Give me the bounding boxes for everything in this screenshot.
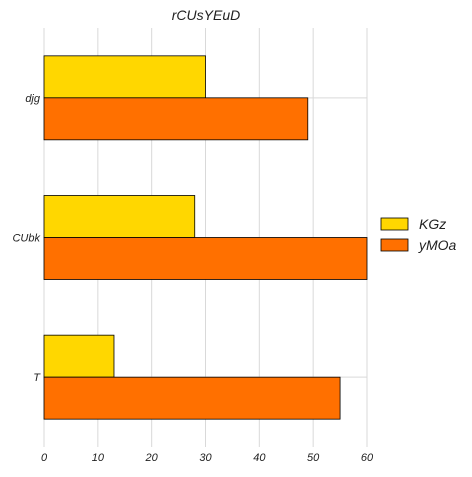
legend-label: yMOa bbox=[418, 237, 457, 253]
x-tick-label: 40 bbox=[253, 452, 266, 464]
x-tick-label: 30 bbox=[199, 452, 212, 464]
x-tick-label: 60 bbox=[361, 452, 374, 464]
bars bbox=[43, 55, 368, 420]
bar bbox=[43, 237, 368, 280]
x-tick-label: 0 bbox=[41, 452, 48, 464]
y-tick-label: CUbk bbox=[12, 233, 40, 245]
y-tick-label: T bbox=[33, 372, 41, 384]
y-tick-label: djg bbox=[25, 93, 41, 105]
bar bbox=[43, 334, 115, 378]
bar bbox=[43, 376, 341, 420]
legend-label: KGz bbox=[419, 216, 446, 232]
chart-title: rCUsYEuD bbox=[172, 7, 240, 23]
bar bbox=[43, 97, 309, 141]
legend-swatch bbox=[380, 217, 409, 231]
bar bbox=[43, 55, 206, 99]
x-tick-label: 20 bbox=[145, 452, 159, 464]
bar bbox=[43, 195, 196, 238]
y-tick-labels: djg CUbk T bbox=[12, 93, 41, 384]
legend: KGz yMOa bbox=[380, 216, 457, 253]
legend-swatch bbox=[380, 238, 409, 252]
x-tick-label: 50 bbox=[307, 452, 320, 464]
x-tick-label: 10 bbox=[92, 452, 105, 464]
x-tick-labels: 0 10 20 30 40 50 60 bbox=[41, 452, 374, 464]
